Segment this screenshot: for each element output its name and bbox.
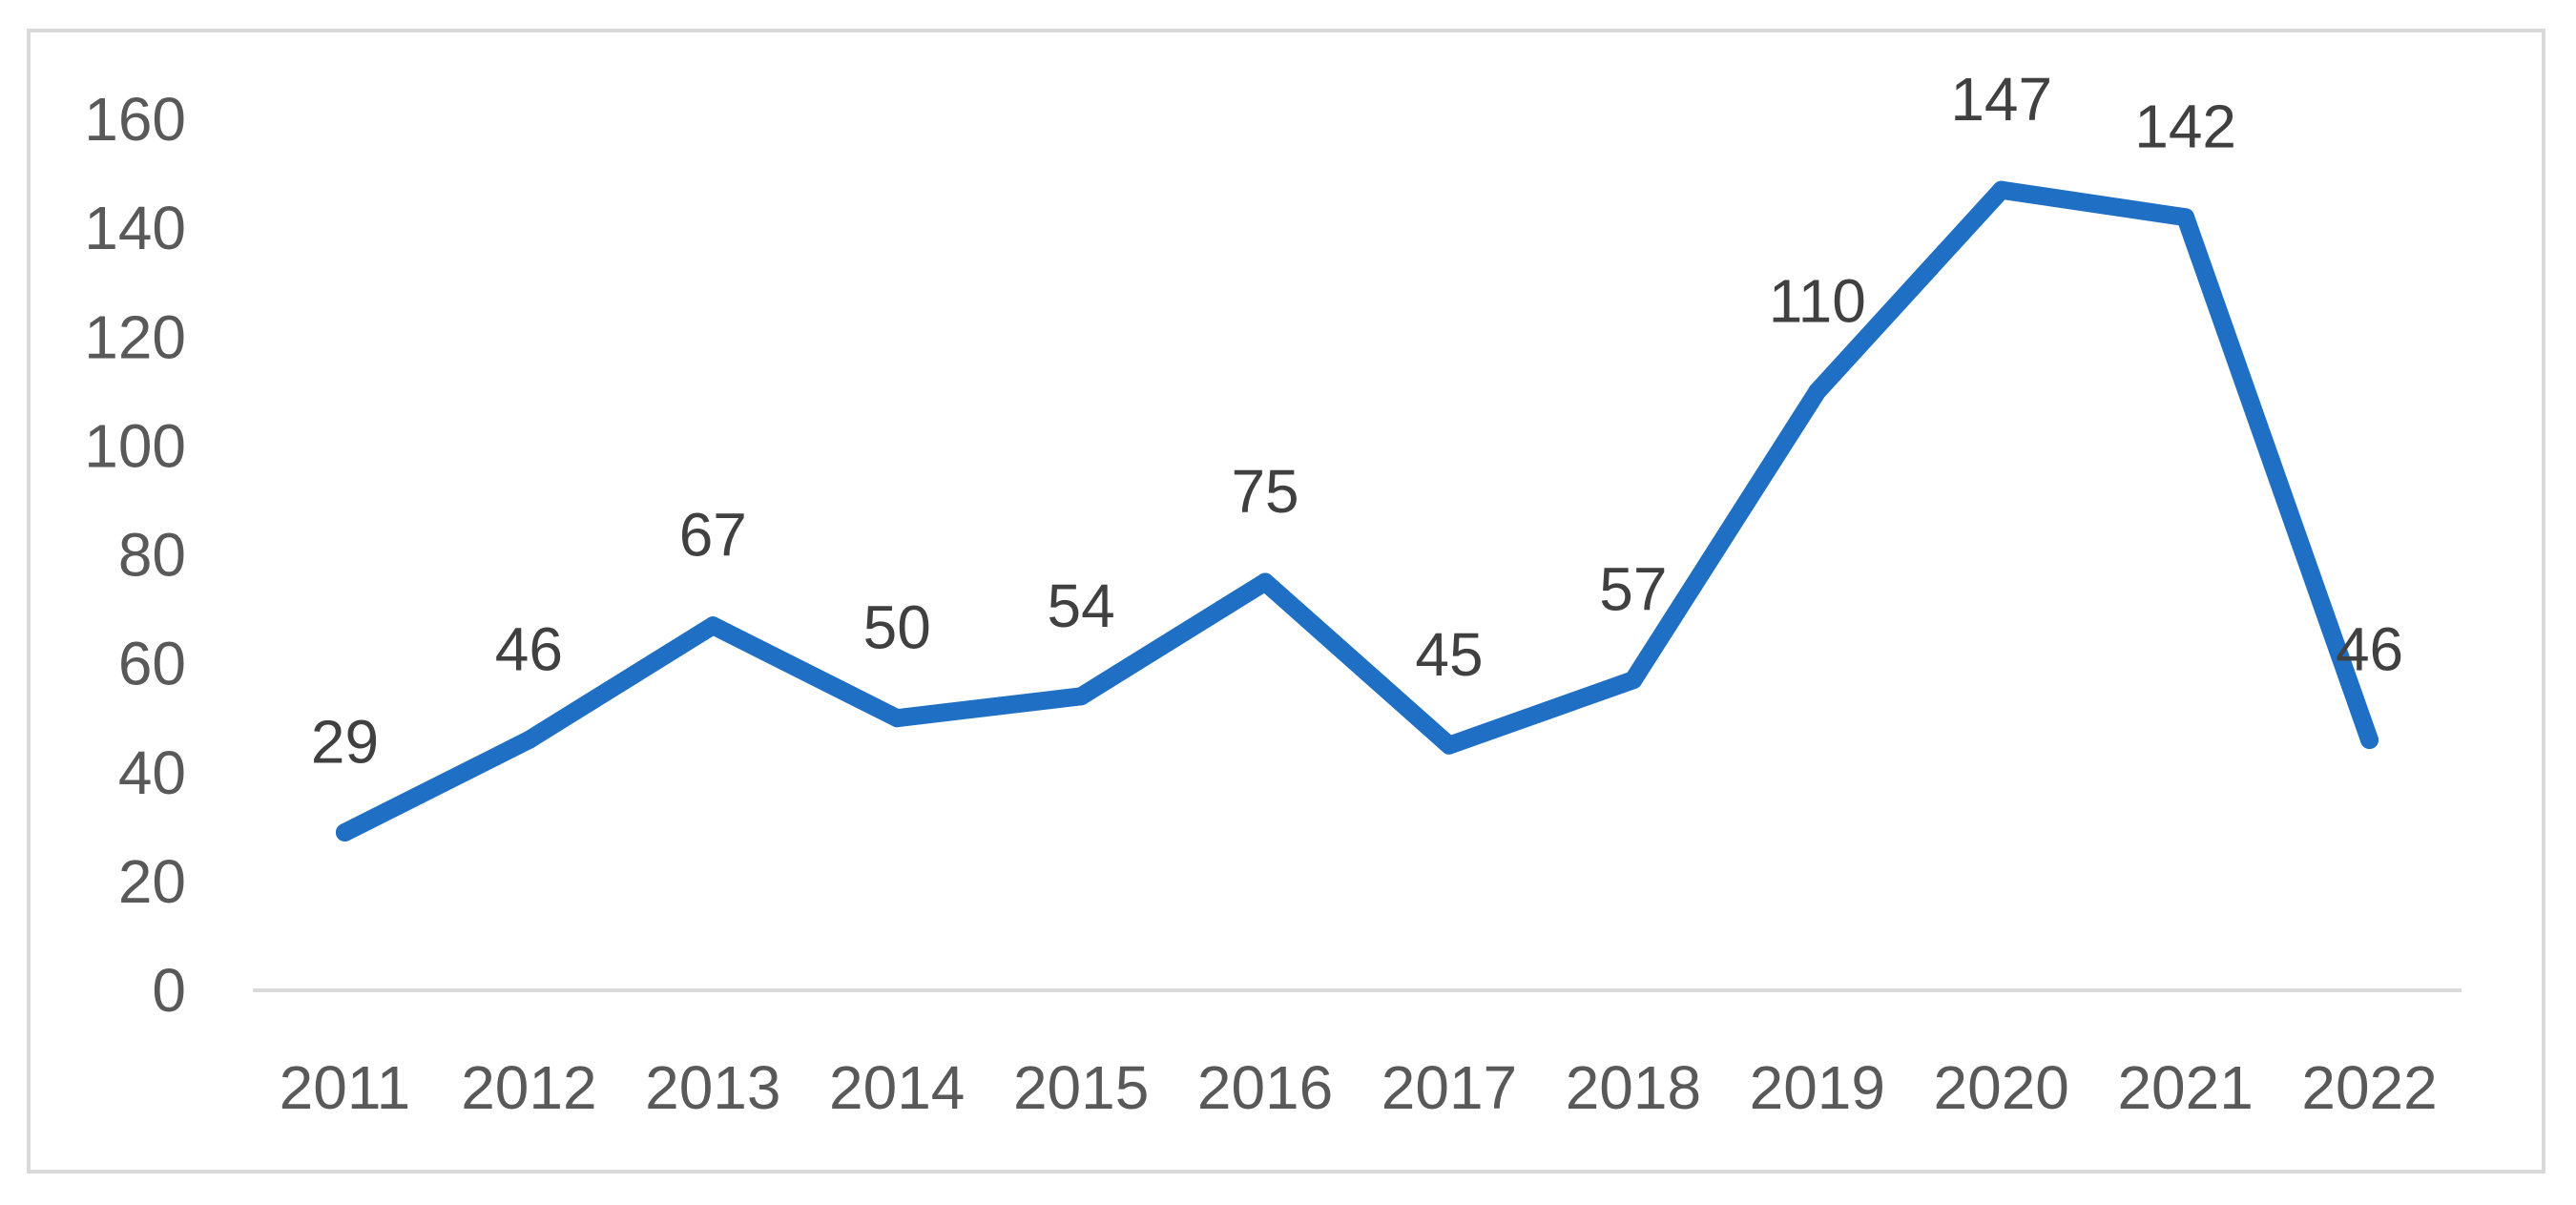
y-tick-label: 140: [84, 194, 186, 262]
y-tick-label: 0: [152, 956, 186, 1025]
data-label: 147: [1950, 65, 2052, 134]
x-tick-label: 2012: [461, 1053, 596, 1122]
data-label: 110: [1769, 266, 1866, 335]
data-label: 50: [863, 593, 931, 662]
data-point: [1071, 687, 1091, 706]
y-tick-label: 60: [118, 630, 186, 698]
data-label: 142: [2134, 93, 2236, 161]
data-point: [703, 616, 722, 635]
y-tick-label: 40: [118, 738, 186, 807]
data-label: 46: [2336, 615, 2403, 684]
data-label: 46: [495, 615, 563, 684]
data-label: 29: [311, 708, 379, 777]
series-line: [335, 180, 2379, 842]
x-tick-label: 2018: [1566, 1053, 1701, 1122]
x-tick-label: 2015: [1013, 1053, 1149, 1122]
data-point: [887, 709, 906, 728]
data-labels: 29 46 67 50 54 75 45 57 110 147 142 46: [311, 65, 2403, 776]
data-label: 45: [1415, 620, 1483, 689]
x-tick-label: 2013: [645, 1053, 780, 1122]
x-tick-label: 2019: [1750, 1053, 1885, 1122]
data-point: [1624, 671, 1643, 690]
y-tick-label: 20: [118, 847, 186, 916]
y-axis-tick-labels: 0 20 40 60 80 100 120 140 160: [84, 85, 186, 1025]
y-tick-label: 80: [118, 521, 186, 590]
data-point: [335, 823, 354, 842]
y-tick-label: 100: [84, 411, 186, 480]
y-tick-label: 160: [84, 85, 186, 154]
data-point: [1992, 180, 2011, 199]
x-tick-label: 2022: [2301, 1053, 2437, 1122]
x-tick-label: 2020: [1934, 1053, 2069, 1122]
series-group: [335, 180, 2379, 842]
data-point: [1440, 736, 1459, 755]
data-point: [2360, 731, 2379, 750]
data-point: [1808, 382, 1827, 401]
y-tick-label: 120: [84, 302, 186, 371]
data-label: 75: [1231, 457, 1298, 526]
x-tick-label: 2016: [1197, 1053, 1333, 1122]
x-tick-label: 2017: [1381, 1053, 1517, 1122]
data-label: 57: [1599, 555, 1667, 624]
data-label: 67: [679, 501, 747, 570]
x-axis-tick-labels: 2011 2012 2013 2014 2015 2016 2017 2018 2019 2020…: [280, 1053, 2438, 1122]
x-tick-label: 2021: [2117, 1053, 2253, 1122]
x-tick-label: 2011: [280, 1053, 411, 1122]
data-point: [2176, 208, 2195, 227]
data-point: [519, 731, 538, 750]
x-tick-label: 2014: [829, 1053, 965, 1122]
data-point: [1256, 572, 1275, 592]
data-label: 54: [1048, 571, 1115, 640]
